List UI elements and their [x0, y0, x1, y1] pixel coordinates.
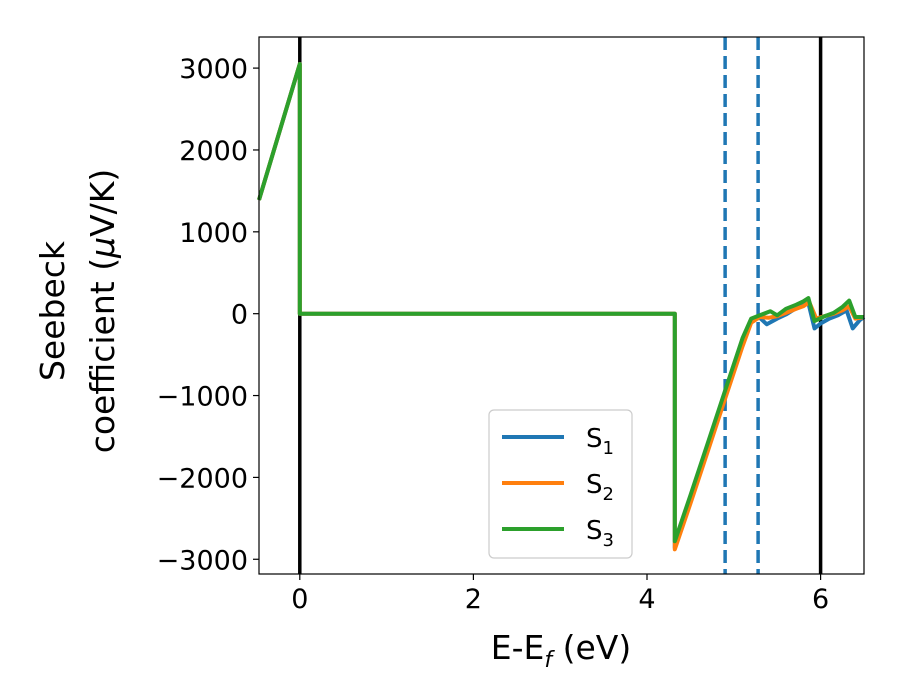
series-line-s3 — [257, 62, 864, 544]
y-axis-label: Seebeck coefficient (μV/K) — [33, 169, 122, 454]
legend: S1 S2 S3 — [488, 409, 633, 559]
x-tick-label: 4 — [638, 584, 655, 615]
x-axis-label-units: (eV) — [552, 628, 631, 667]
y-axis-label-line1: Seebeck — [33, 240, 72, 381]
axes-frame — [258, 36, 865, 575]
plot-frame — [258, 36, 865, 575]
y-tick-label: 2000 — [179, 136, 248, 167]
y-axis-label-line2: coefficient (μV/K) — [83, 169, 122, 454]
y-tick-label: 0 — [231, 300, 248, 331]
x-tick-label: 6 — [812, 584, 829, 615]
x-axis-label: E-Ef (eV) — [491, 628, 631, 673]
y-axis-label-units: V/K) — [83, 169, 122, 237]
y-tick-label: 3000 — [179, 54, 248, 85]
y-tick-label: −3000 — [157, 545, 248, 576]
y-tick-label: 1000 — [179, 218, 248, 249]
x-axis-label-subscript: f — [544, 648, 555, 673]
series-lines — [257, 62, 866, 552]
x-axis-ticks: 0 2 4 6 — [291, 574, 829, 615]
x-tick-label: 0 — [291, 584, 308, 615]
y-axis-ticks: 3000 2000 1000 0 −1000 −2000 −3000 — [157, 54, 259, 576]
y-axis-label-mu: μ — [83, 237, 122, 259]
x-tick-label: 2 — [465, 584, 482, 615]
legend-entry-s2: S2 — [586, 470, 614, 505]
legend-entry-s1: S1 — [586, 424, 614, 459]
y-tick-label: −2000 — [157, 463, 248, 494]
y-tick-label: −1000 — [157, 382, 248, 413]
legend-entry-s3: S3 — [586, 516, 614, 551]
